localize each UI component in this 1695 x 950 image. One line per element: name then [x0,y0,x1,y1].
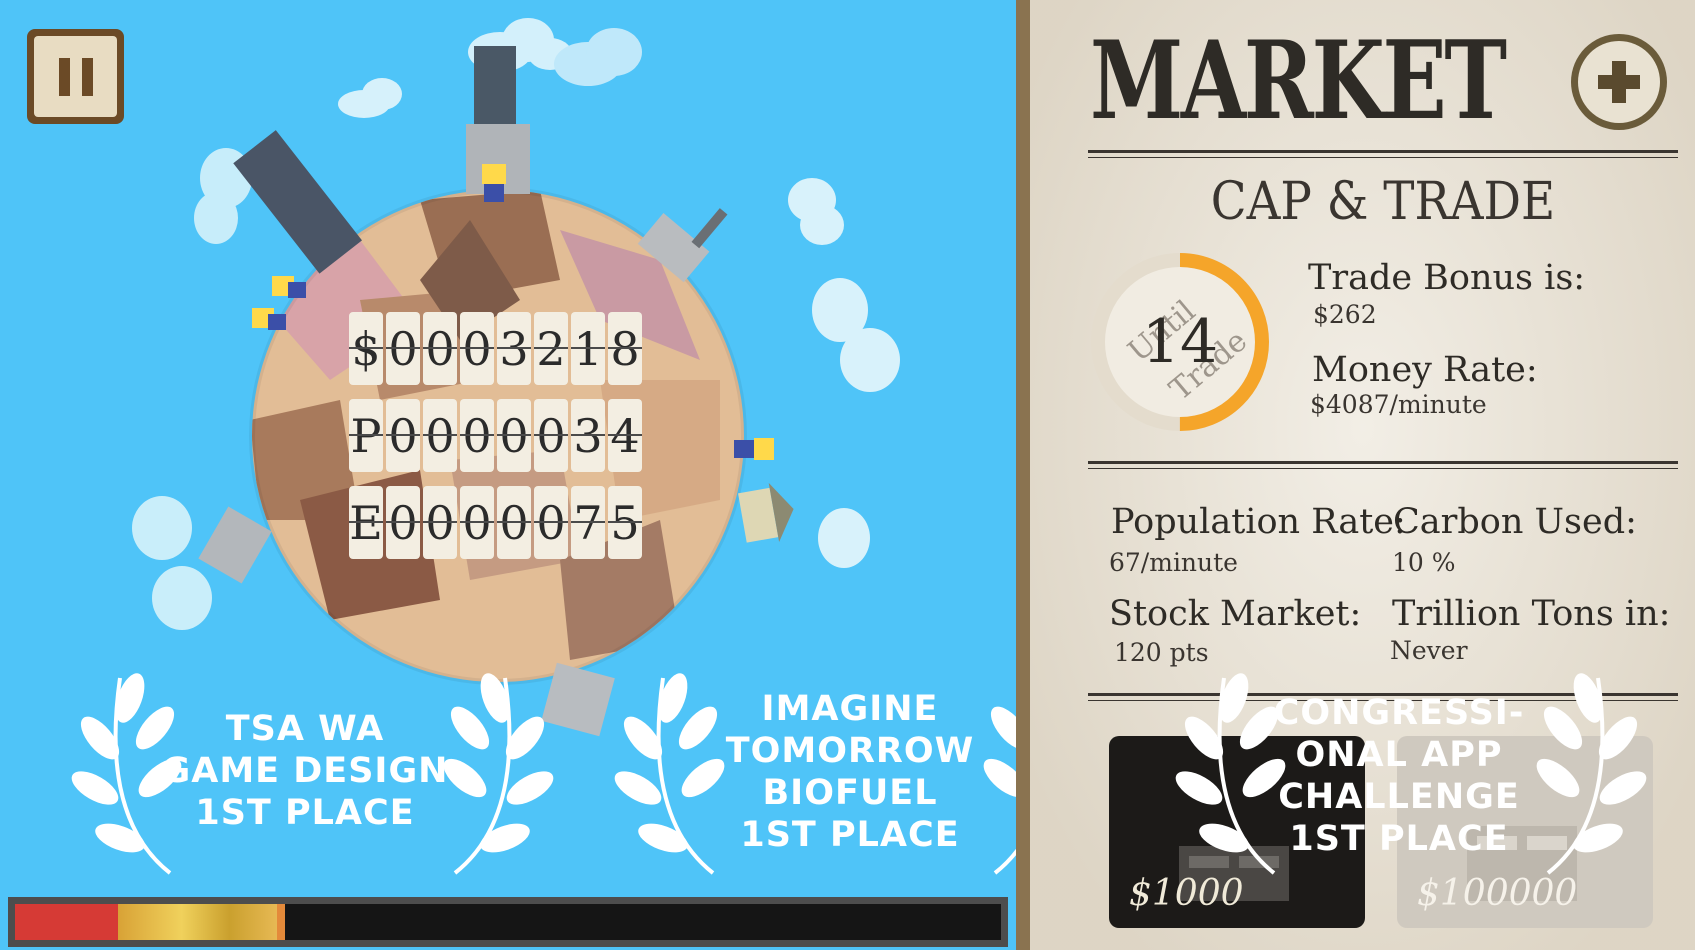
award-imagine-tomorrow: Imagine Tomorrow Biofuel 1st Place [725,689,975,855]
divider [1088,157,1678,158]
divider [1088,693,1678,696]
counter-digit: 3 [571,399,605,472]
money-counter: $0 0 0 3 2 1 8 [349,312,651,385]
cloud [338,78,402,118]
counter-digit: 0 [386,399,420,472]
countdown-ring [1091,253,1269,431]
award-congressional-app: Congressi- onal App Challenge 1st Place [1273,693,1525,859]
plus-icon [1598,61,1640,103]
market-title: MARKET [1090,18,1507,144]
cloud [132,496,212,630]
population-rate-value: 67/minute [1109,548,1238,577]
trade-bonus-label: Trade Bonus is: [1308,258,1586,298]
progress-red-fill [15,904,118,940]
building-icon [1179,846,1289,901]
counter-digit: 0 [534,399,568,472]
factory [637,208,728,283]
pause-button[interactable] [27,29,124,124]
counter-digit: 0 [497,486,531,559]
counter-digit: 5 [608,486,642,559]
progress-marker [277,904,286,940]
laurel-right-icon [983,706,1016,875]
card-price: $100000 [1417,873,1578,914]
counter-digit: 0 [386,486,420,559]
award-tsa: TSA WA Game Design 1st Place [161,709,449,833]
emissions-progress-bar [8,897,1008,947]
until-trade-count: 14 [1141,307,1219,377]
house [738,482,794,543]
office-tower [233,130,363,274]
counter-digit: 4 [608,399,642,472]
market-panel: MARKET CAP & TRADE Until Trade 14 Trade … [1016,0,1695,950]
skyscraper [466,46,530,194]
counter-digit: 8 [608,312,642,385]
trade-bonus-value: $262 [1313,300,1377,329]
card-price: $1000 [1129,873,1244,914]
laurel-left-icon [71,673,182,875]
carbon-used-value: 10 % [1392,548,1456,577]
counter-digit: 0 [423,312,457,385]
cloud [554,28,642,86]
counter-digit: 0 [423,486,457,559]
counter-digit: 0 [460,399,494,472]
money-rate-label: Money Rate: [1312,350,1538,390]
counter-digit: 3 [497,312,531,385]
population-rate-label: Population Rate: [1111,502,1406,542]
divider [1088,461,1678,464]
cloud [812,278,900,392]
cloud [818,508,870,568]
counter-digit: 0 [423,399,457,472]
laurel-right-icon [1536,673,1647,875]
laurel-left-icon [1175,673,1286,875]
counter-digit: 2 [534,312,568,385]
trade-countdown: Until Trade 14 [1086,248,1274,436]
apartment [541,662,615,737]
carbon-used-label: Carbon Used: [1393,502,1637,542]
counter-digit: P [349,399,383,472]
divider [1088,700,1678,701]
trillion-tons-value: Never [1390,636,1468,665]
money-rate-value: $4087/minute [1310,390,1487,419]
worker [252,308,286,330]
counter-digit: 0 [460,312,494,385]
counter-digit: $ [349,312,383,385]
laurel-right-icon [443,673,554,875]
cloud [788,178,844,245]
counter-digit: 7 [571,486,605,559]
counter-digit: 0 [386,312,420,385]
worker [272,276,306,298]
worker [734,438,774,460]
stock-market-label: Stock Market: [1109,594,1362,634]
divider [1088,468,1678,469]
counter-digit: E [349,486,383,559]
open-store-button[interactable] [1571,34,1667,130]
progress-gold-fill [117,904,278,940]
trillion-tons-label: Trillion Tons in: [1392,594,1671,634]
counter-digit: 0 [460,486,494,559]
section-title: CAP & TRADE [1210,172,1556,232]
apartment [198,506,272,584]
divider [1088,150,1678,153]
pause-icon [34,36,117,117]
stock-market-value: 120 pts [1114,638,1209,667]
counter-digit: 0 [534,486,568,559]
laurel-left-icon [614,673,725,875]
counter-digit: 1 [571,312,605,385]
counter-digit: 0 [497,399,531,472]
worker [482,164,506,202]
